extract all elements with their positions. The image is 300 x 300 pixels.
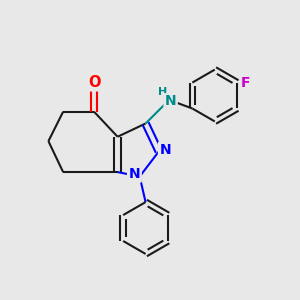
Text: N: N [160, 143, 171, 157]
Text: F: F [241, 76, 250, 90]
Text: N: N [129, 167, 140, 181]
Text: N: N [165, 94, 176, 108]
Text: H: H [158, 87, 167, 97]
Text: O: O [88, 75, 100, 90]
